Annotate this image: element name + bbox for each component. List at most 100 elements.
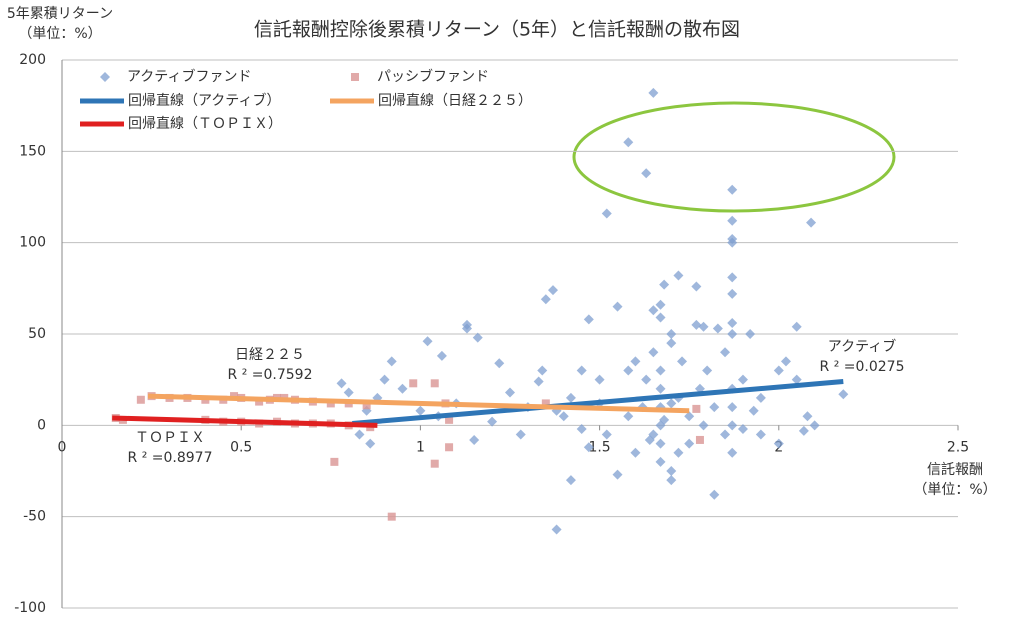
y-tick-label: -50: [23, 509, 46, 525]
point: [541, 399, 550, 408]
point: [727, 402, 738, 413]
y-tick-label: 50: [28, 326, 46, 342]
regression-line: [147, 393, 690, 414]
point: [387, 512, 396, 521]
x-tick-label: 2.5: [947, 439, 969, 455]
point: [737, 423, 748, 434]
regression-line: [352, 379, 844, 426]
point: [630, 356, 641, 367]
y-axis-label: （単位：%）: [18, 26, 101, 42]
legend-label: パッシブファンド: [377, 68, 489, 85]
point: [461, 323, 472, 334]
point: [745, 329, 756, 339]
point: [551, 524, 562, 535]
y-axis-label: 5年累積リターン: [7, 6, 113, 22]
point: [494, 358, 505, 369]
point: [673, 447, 684, 458]
point: [666, 338, 677, 349]
y-tick-label: 150: [19, 143, 46, 159]
point: [409, 379, 418, 388]
point: [594, 374, 605, 385]
annotation: 日経２２５: [235, 347, 305, 363]
point: [666, 475, 677, 486]
point: [727, 288, 738, 299]
point: [727, 447, 738, 458]
point: [684, 438, 695, 449]
point: [623, 411, 634, 422]
annotation: アクティブ: [828, 338, 896, 355]
point: [655, 383, 666, 394]
point: [806, 217, 817, 228]
point: [773, 438, 784, 449]
point: [755, 392, 766, 403]
point: [136, 395, 145, 404]
point: [659, 279, 670, 290]
point: [576, 365, 587, 376]
point: [565, 392, 576, 403]
point: [648, 87, 659, 98]
point: [540, 294, 551, 305]
point: [773, 365, 784, 376]
point: [386, 356, 397, 367]
x-tick-label: 0: [58, 439, 67, 455]
point: [727, 184, 738, 195]
x-tick-label: 1: [416, 439, 425, 455]
point: [445, 415, 454, 424]
x-tick-label: 1.5: [588, 439, 610, 455]
legend-label: 回帰直線（日経２２５）: [378, 92, 532, 109]
point: [809, 420, 820, 431]
point: [698, 420, 709, 431]
point: [695, 435, 704, 444]
point: [533, 376, 544, 387]
point: [692, 404, 701, 413]
highlight-ellipse: [572, 101, 896, 213]
point: [709, 489, 720, 500]
point: [698, 321, 709, 332]
point: [727, 237, 738, 248]
annotation: ＴＯＰＩＸ: [135, 430, 205, 446]
point: [720, 429, 731, 440]
point: [583, 314, 594, 325]
point: [702, 365, 713, 376]
point: [445, 443, 454, 452]
annotation: R ² =0.7592: [228, 367, 313, 383]
point: [623, 137, 634, 148]
annotation: R ² =0.0275: [820, 359, 905, 375]
point: [684, 411, 695, 422]
legend-marker: [351, 73, 359, 81]
legend-label: アクティブファンド: [127, 68, 251, 85]
point: [727, 272, 738, 283]
legend-label: 回帰直線（ＴＯＰＩＸ）: [128, 115, 282, 132]
point: [472, 332, 483, 343]
point: [802, 411, 813, 422]
point: [422, 336, 433, 347]
point: [379, 374, 390, 385]
point: [505, 387, 515, 398]
point: [838, 389, 849, 400]
point: [641, 168, 652, 179]
point: [397, 383, 408, 394]
point: [673, 270, 684, 281]
point: [612, 469, 623, 480]
point: [362, 401, 371, 410]
point: [655, 456, 666, 467]
point: [655, 299, 666, 310]
point: [469, 434, 480, 445]
point: [655, 365, 666, 376]
x-axis-label: （単位：%）: [913, 482, 996, 498]
legend-marker: [100, 72, 110, 82]
point: [601, 429, 612, 440]
point: [791, 321, 802, 332]
point: [487, 416, 498, 427]
annotation: R ² =0.8977: [128, 450, 213, 466]
point: [798, 425, 809, 436]
point: [780, 356, 791, 367]
point: [430, 379, 439, 388]
point: [583, 442, 594, 453]
point: [601, 208, 612, 219]
point: [558, 411, 569, 422]
point: [330, 457, 339, 466]
point: [655, 438, 666, 449]
point: [336, 378, 347, 389]
